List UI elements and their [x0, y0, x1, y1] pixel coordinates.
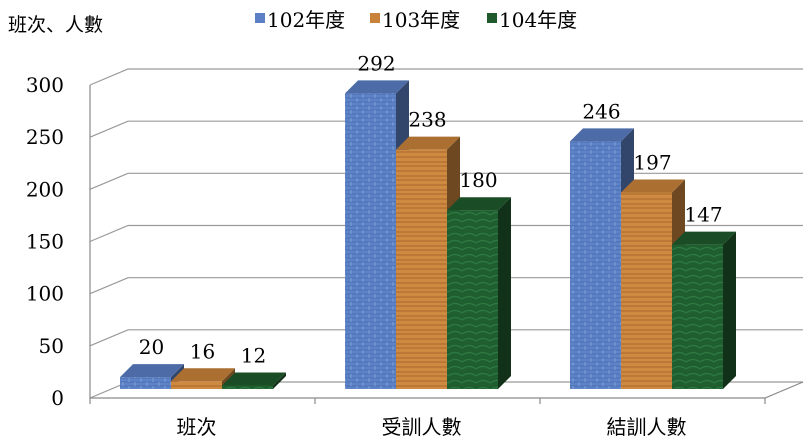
bar-top [672, 231, 736, 245]
bar-value-label: 197 [633, 150, 671, 174]
bar-front [396, 149, 447, 389]
x-category-label: 受訓人數 [382, 415, 462, 439]
bar-value-label: 16 [190, 339, 215, 363]
bar-side [273, 372, 286, 389]
gridline [89, 120, 803, 138]
bar-top [621, 179, 685, 193]
bar-front [171, 381, 222, 389]
gridlines [89, 68, 804, 404]
bar-top [570, 128, 634, 142]
bar-value-label: 147 [684, 203, 722, 227]
bar-value-label: 292 [357, 51, 395, 75]
x-axis-categories: 班次 受訓人數 結訓人數 [177, 415, 687, 439]
y-tick-label: 300 [26, 73, 64, 97]
y-axis-title: 班次、人數 [8, 14, 103, 36]
y-tick-label: 150 [26, 230, 64, 254]
y-tick-label: 0 [51, 386, 64, 410]
bar-top [447, 197, 511, 211]
x-category-label: 班次 [177, 415, 217, 439]
bar [447, 197, 511, 389]
y-axis-ticks: 0 50 100 150 200 250 300 [26, 73, 64, 410]
legend: 102年度 103年度 104年度 [255, 8, 577, 32]
y-tick-label: 200 [26, 177, 64, 201]
bar [672, 231, 736, 389]
legend-label: 102年度 [267, 8, 345, 32]
bar-top [396, 136, 460, 150]
bar-front [120, 377, 171, 389]
bar-side [498, 197, 511, 389]
legend-swatch [370, 13, 380, 23]
legend-swatch [255, 13, 265, 23]
bar-front [672, 244, 723, 389]
bar-side [723, 231, 736, 389]
bar-front [345, 93, 396, 389]
bar-value-label: 180 [459, 168, 497, 192]
legend-label: 103年度 [382, 8, 460, 32]
y-tick-label: 100 [26, 282, 64, 306]
bar-front [570, 141, 621, 389]
bar-value-label: 20 [139, 335, 164, 359]
legend-swatch [487, 13, 497, 23]
axis-line [89, 85, 804, 399]
bar-front [222, 385, 273, 389]
bar-value-label: 246 [582, 99, 620, 123]
bar-top [171, 368, 235, 382]
y-tick-label: 250 [26, 125, 64, 149]
gridline [89, 68, 803, 86]
x-category-label: 結訓人數 [607, 415, 687, 439]
bar-top [222, 372, 286, 386]
bar-front [621, 192, 672, 389]
y-tick-label: 50 [39, 334, 64, 358]
bar-top [345, 80, 409, 94]
bar-value-label: 12 [241, 343, 266, 367]
bars: 20 16 12 292 238 180 246 197 147 [120, 51, 736, 389]
bar-top [120, 364, 184, 378]
bar-front [447, 210, 498, 389]
bar [222, 372, 286, 389]
legend-label: 104年度 [499, 8, 577, 32]
bar [621, 179, 685, 389]
bar-value-label: 238 [408, 108, 446, 132]
